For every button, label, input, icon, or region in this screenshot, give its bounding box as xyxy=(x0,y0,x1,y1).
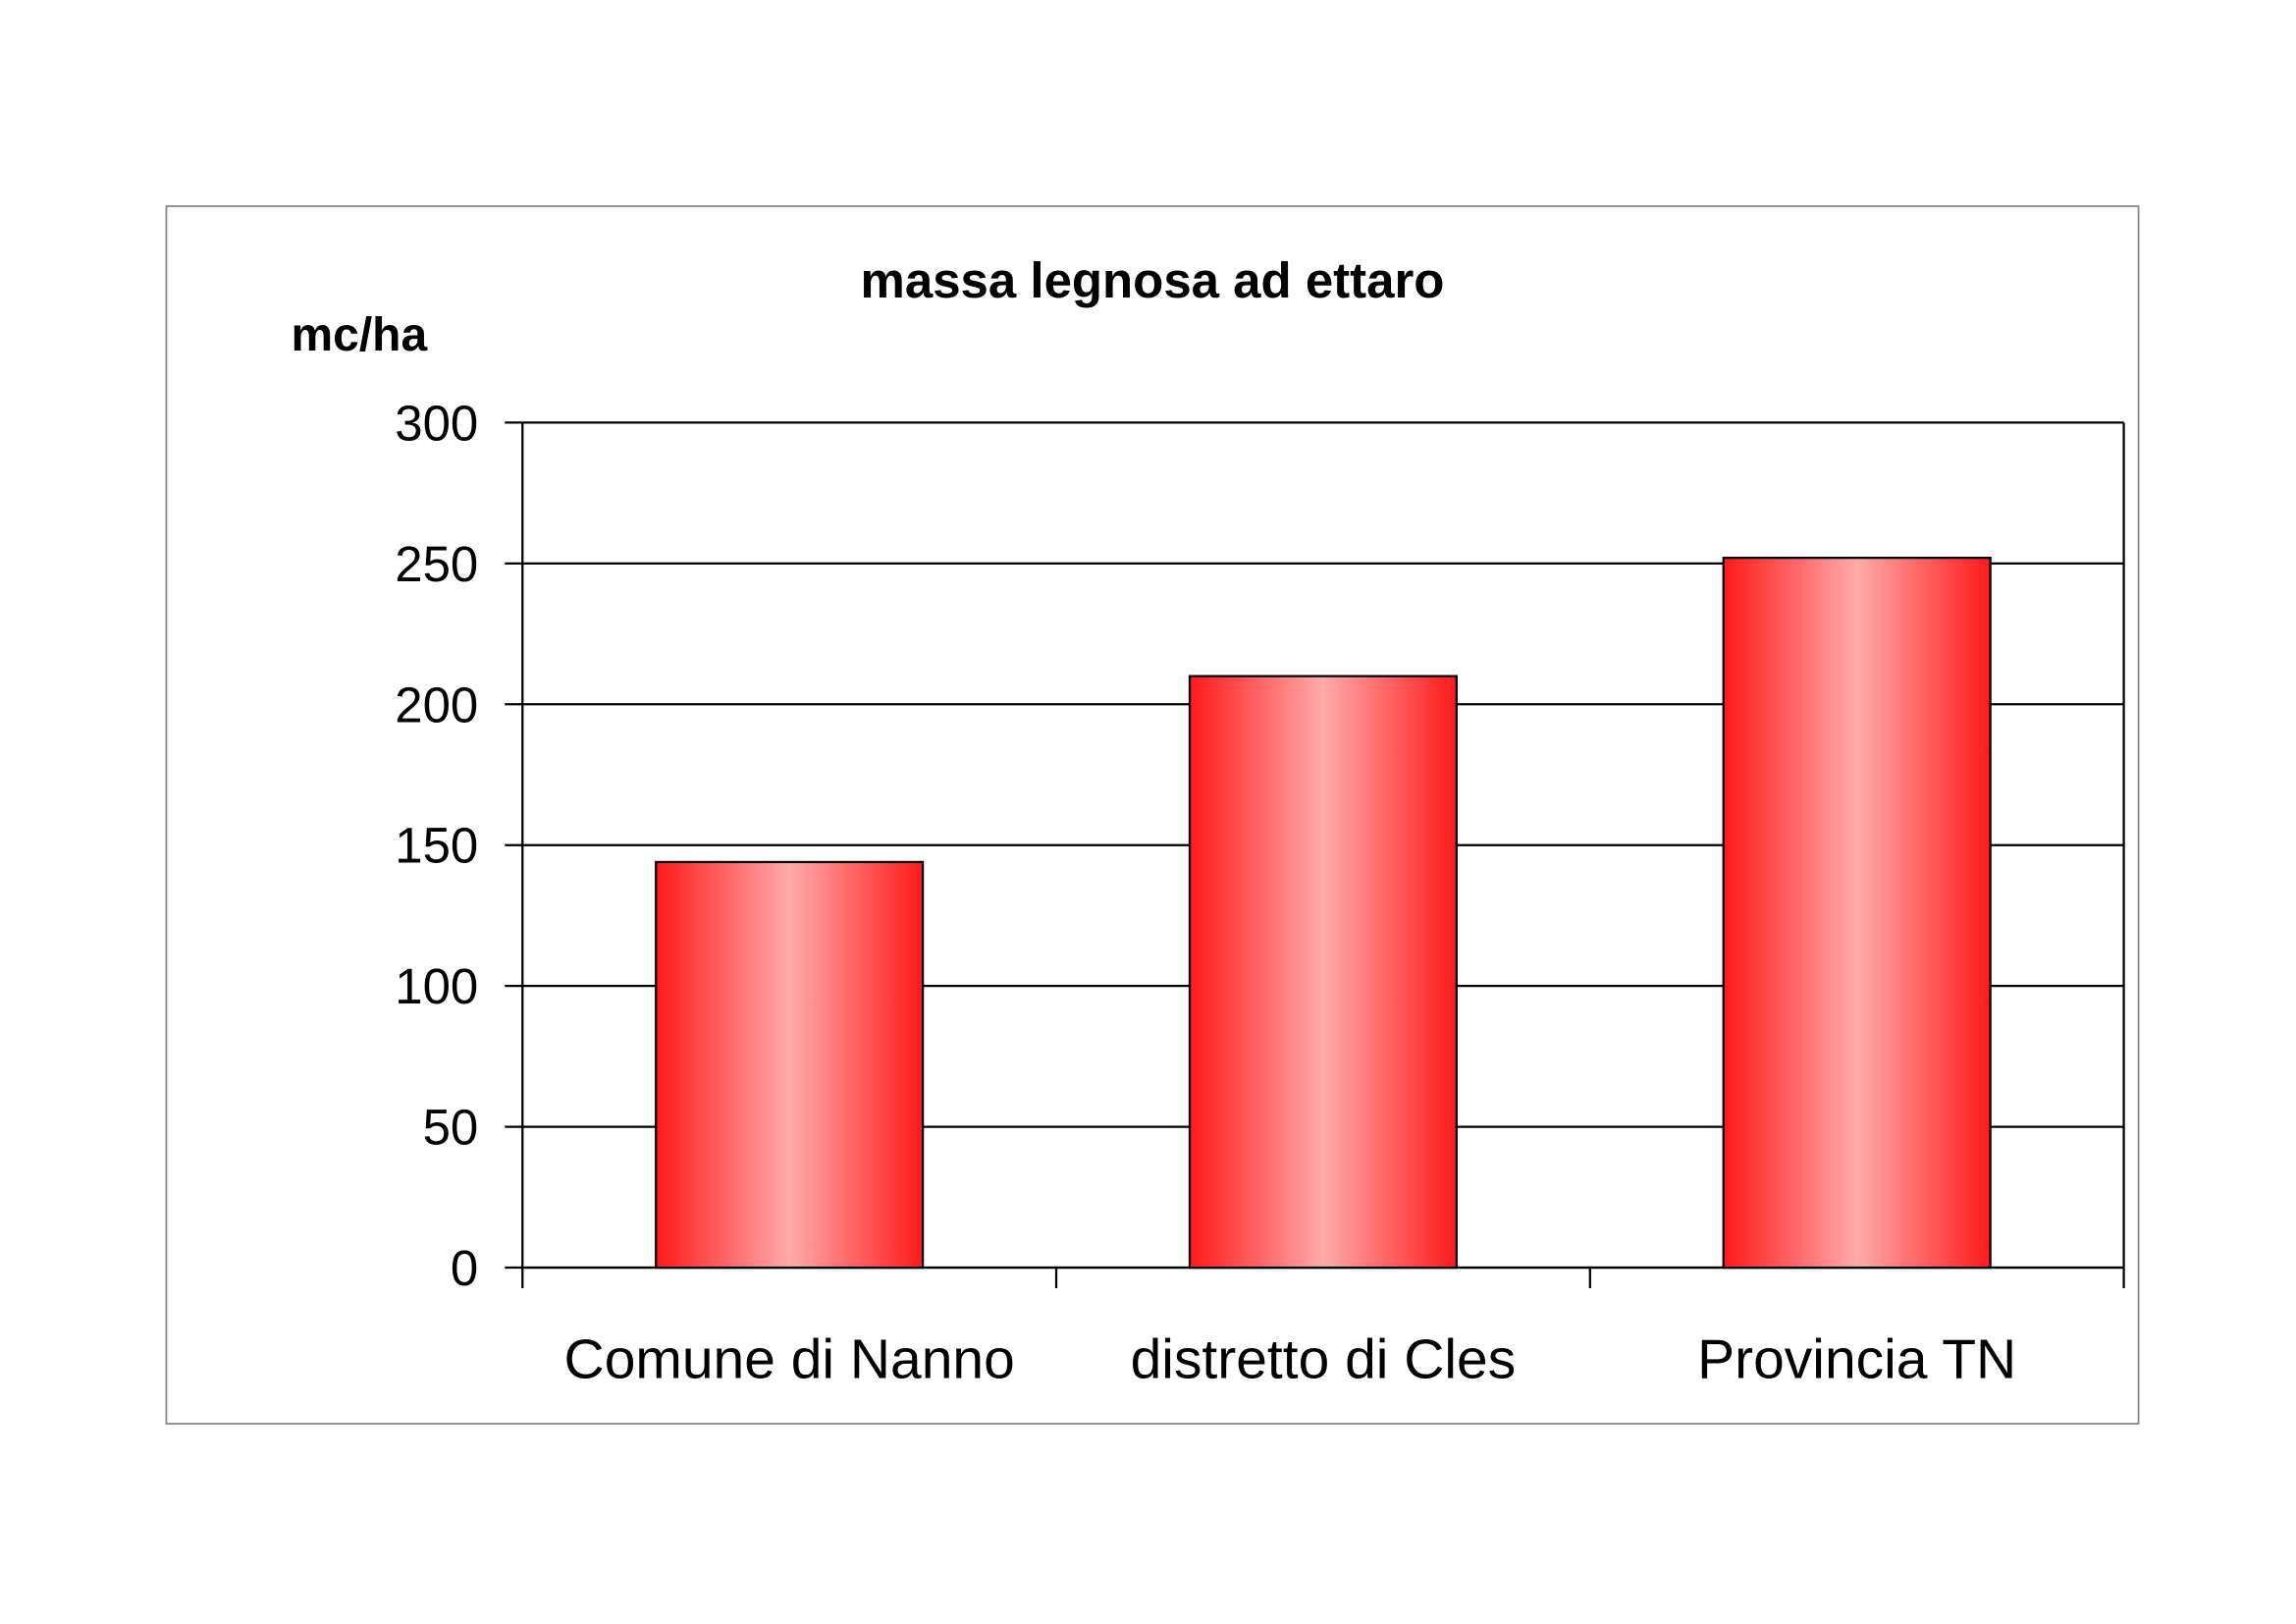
bar xyxy=(1188,675,1458,1270)
x-tick-label: Provincia TN xyxy=(1697,1328,2016,1391)
bar xyxy=(1722,556,1992,1270)
y-axis-label: mc/ha xyxy=(292,309,428,361)
y-tick-label: 300 xyxy=(395,395,478,451)
plot-area: 0 50 100 150 200 250 300 Comune di Nanno distret… xyxy=(395,395,2125,1391)
chart-title: massa legnosa ad ettaro xyxy=(861,252,1445,308)
bar xyxy=(655,860,925,1270)
y-tick-label: 0 xyxy=(451,1240,478,1296)
y-tick-label: 150 xyxy=(395,818,478,874)
y-tick-label: 100 xyxy=(395,958,478,1014)
y-tick-label: 250 xyxy=(395,536,478,592)
y-tick-label: 50 xyxy=(423,1100,479,1156)
y-tick-label: 200 xyxy=(395,677,478,732)
x-tick-label: Comune di Nanno xyxy=(564,1328,1015,1391)
x-tick-label: distretto di Cles xyxy=(1131,1328,1517,1391)
